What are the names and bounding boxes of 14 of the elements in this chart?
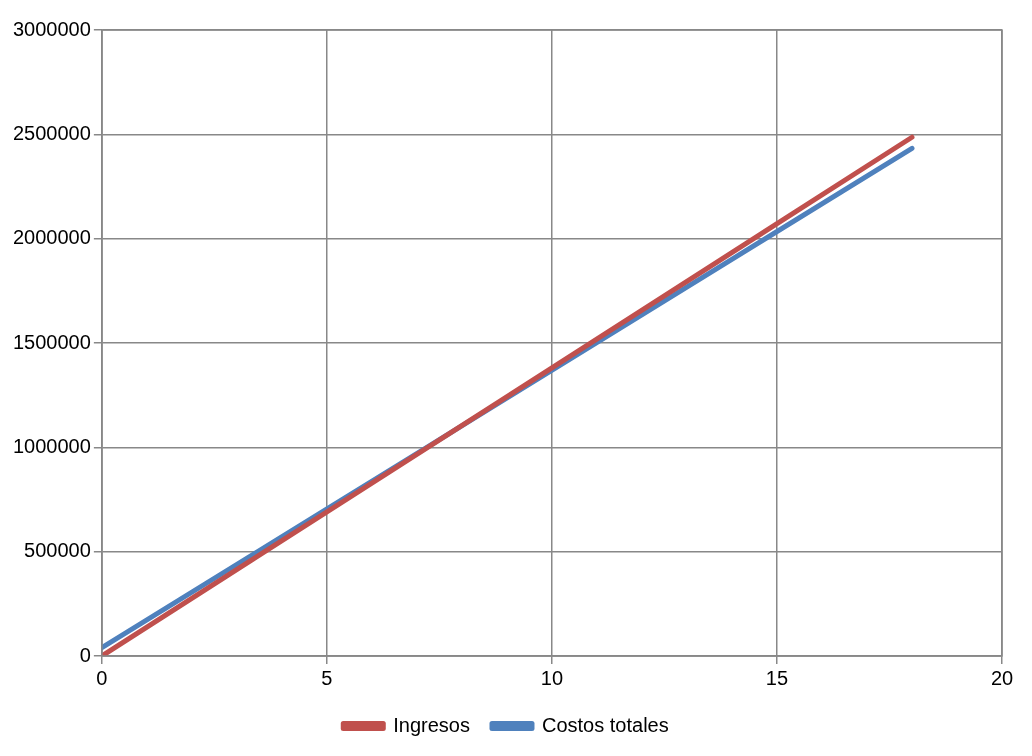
legend-label: Costos totales xyxy=(541,713,669,736)
y-tick-label: 3000000 xyxy=(12,17,91,40)
x-tick-label: 10 xyxy=(540,666,564,689)
y-tick-label: 2500000 xyxy=(12,121,91,144)
y-tick-label: 0 xyxy=(79,643,91,666)
legend-label: Ingresos xyxy=(393,713,470,736)
y-tick-label: 1000000 xyxy=(12,434,91,457)
y-tick-label: 2000000 xyxy=(12,226,91,249)
x-tick-label: 15 xyxy=(765,666,789,689)
y-tick-label: 1500000 xyxy=(12,330,91,353)
x-tick-label: 0 xyxy=(96,666,108,689)
x-tick-label: 5 xyxy=(321,666,333,689)
x-tick-label: 20 xyxy=(990,666,1014,689)
y-tick-label: 500000 xyxy=(24,539,91,562)
